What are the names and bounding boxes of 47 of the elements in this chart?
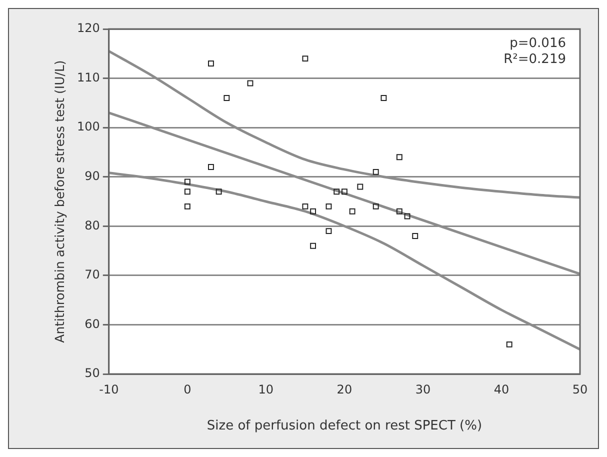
point	[506, 341, 512, 348]
point	[224, 95, 230, 101]
y-tick-label: 110	[77, 70, 100, 84]
point	[302, 56, 308, 62]
x-tick-label: -10	[99, 382, 119, 396]
point	[372, 168, 379, 175]
point	[208, 60, 214, 66]
point	[326, 228, 332, 234]
x-tick-label: 30	[415, 382, 431, 396]
y-tick-label: 70	[84, 268, 100, 282]
y-tick-label: 50	[84, 366, 100, 380]
x-tick-label: 0	[184, 382, 192, 396]
point	[396, 208, 402, 214]
point	[404, 213, 410, 220]
point	[310, 208, 316, 214]
x-axis-title: Size of perfusion defect on rest SPECT (%)	[206, 418, 482, 434]
point	[380, 95, 387, 101]
point	[302, 203, 308, 210]
x-tick-label: 10	[258, 382, 274, 396]
point	[184, 203, 190, 210]
y-tick-label: 100	[77, 120, 100, 134]
point	[412, 233, 418, 239]
annotation: p=0.016	[510, 36, 566, 51]
y-axis-title: Antithrombin activity before stress test (IU/L)	[52, 60, 67, 343]
point	[216, 188, 222, 195]
y-tick-label: 60	[84, 316, 100, 331]
point	[396, 154, 402, 160]
point	[326, 203, 332, 210]
x-tick-label: 50	[572, 382, 588, 396]
y-tick-label: 80	[84, 218, 100, 232]
point	[310, 242, 316, 249]
y-tick-label: 120	[77, 21, 100, 36]
y-tick-label: 90	[84, 168, 100, 183]
x-tick-label: 40	[494, 382, 510, 396]
x-tick-label: 20	[336, 382, 352, 396]
point	[184, 178, 190, 185]
point	[208, 164, 214, 170]
point	[372, 203, 379, 210]
line-series	[108, 172, 580, 351]
point	[341, 188, 348, 195]
annotation: R²=0.219	[504, 52, 566, 67]
line-series	[108, 50, 580, 199]
point	[184, 188, 190, 195]
point	[334, 188, 340, 195]
point	[247, 80, 254, 86]
point	[357, 184, 364, 190]
point	[349, 208, 356, 214]
